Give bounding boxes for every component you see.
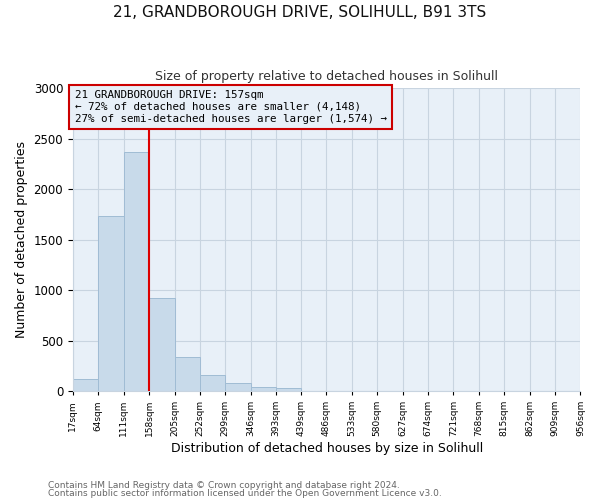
Bar xyxy=(149,298,175,391)
Bar xyxy=(73,379,98,391)
Bar xyxy=(276,388,301,391)
Title: Size of property relative to detached houses in Solihull: Size of property relative to detached ho… xyxy=(155,70,498,83)
Bar xyxy=(98,216,124,391)
Text: Contains HM Land Registry data © Crown copyright and database right 2024.: Contains HM Land Registry data © Crown c… xyxy=(48,480,400,490)
Bar xyxy=(200,376,226,391)
Bar xyxy=(251,386,276,391)
Bar xyxy=(175,356,200,391)
Text: Contains public sector information licensed under the Open Government Licence v3: Contains public sector information licen… xyxy=(48,489,442,498)
Text: 21, GRANDBOROUGH DRIVE, SOLIHULL, B91 3TS: 21, GRANDBOROUGH DRIVE, SOLIHULL, B91 3T… xyxy=(113,5,487,20)
Y-axis label: Number of detached properties: Number of detached properties xyxy=(15,141,28,338)
Bar xyxy=(226,383,251,391)
X-axis label: Distribution of detached houses by size in Solihull: Distribution of detached houses by size … xyxy=(170,442,483,455)
Text: 21 GRANDBOROUGH DRIVE: 157sqm
← 72% of detached houses are smaller (4,148)
27% o: 21 GRANDBOROUGH DRIVE: 157sqm ← 72% of d… xyxy=(74,90,386,124)
Bar xyxy=(124,152,149,391)
